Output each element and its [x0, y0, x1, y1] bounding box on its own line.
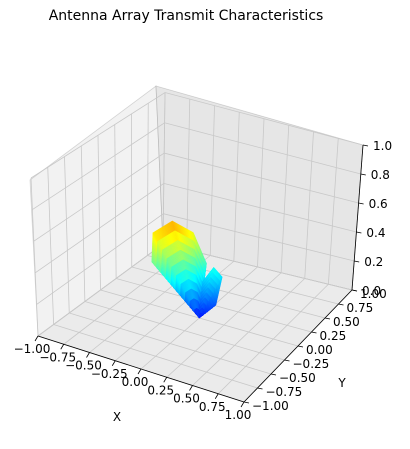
y-tick-label: 0.25 — [320, 329, 347, 343]
backwall-gridline-x — [257, 118, 265, 268]
sidewall-gridline-y — [114, 124, 117, 279]
y-tick-mark — [270, 373, 277, 376]
y-tick-mark — [338, 303, 344, 306]
z-tick-label: 0.8 — [371, 168, 390, 182]
chart-title: Antenna Array Transmit Characteristics — [48, 8, 324, 24]
wall-gridline-z — [33, 152, 359, 242]
wall-gridline-z — [32, 122, 361, 210]
sidewall-gridline-y — [80, 145, 86, 302]
x-tick-label: 1.00 — [225, 408, 252, 422]
x-tick-label: −0.50 — [65, 359, 102, 373]
surface-lobes — [151, 220, 223, 319]
wall-gridline-z — [34, 182, 357, 274]
y-tick-label: −0.50 — [279, 371, 316, 385]
x-tick-mark — [189, 385, 193, 391]
z-tick-label: 0.0 — [362, 284, 381, 298]
z-tick-label: 1.0 — [373, 139, 392, 153]
sidewall-gridline-y — [162, 92, 166, 245]
z-axis-line — [351, 144, 364, 291]
backwall-gridline-x — [304, 131, 314, 279]
x-axis-label: X — [113, 410, 121, 424]
y-tick-label: 0.75 — [347, 301, 374, 315]
y-tick-label: 1.00 — [360, 287, 387, 301]
floor-gridline-y — [53, 324, 258, 389]
x-tick-label: −0.25 — [91, 367, 128, 381]
y-tick-mark — [311, 331, 317, 334]
z-tick-mark — [362, 144, 369, 147]
x-tick-label: 0.75 — [199, 400, 226, 414]
z-tick-mark — [351, 289, 358, 292]
backwall-gridline-x — [280, 125, 290, 273]
x-tick-mark — [111, 360, 116, 366]
wall-gridline-z — [36, 213, 355, 305]
x-tick-label: 0.25 — [147, 383, 174, 397]
z-tick-label: 0.2 — [364, 255, 383, 269]
y-tick-label: 0.50 — [333, 315, 360, 329]
x-tick-mark — [240, 401, 245, 408]
y-tick-mark — [284, 359, 290, 362]
sidewall-gridline-y — [30, 177, 39, 337]
x-tick-mark — [60, 344, 65, 350]
z-tick-mark — [360, 173, 366, 176]
x-tick-label: 0.00 — [122, 375, 149, 389]
x-tick-label: −0.75 — [39, 350, 76, 364]
x-tick-mark — [137, 368, 142, 375]
y-tick-label: 0.00 — [306, 343, 333, 357]
z-tick-label: 0.6 — [369, 197, 388, 211]
sidewall-gridline-y — [47, 167, 55, 325]
x-tick-mark — [34, 335, 39, 342]
x-tick-mark — [163, 377, 168, 383]
y-tick-label: −1.00 — [252, 399, 289, 413]
sidewall-gridline-y — [146, 103, 149, 256]
tick-marks — [34, 144, 369, 408]
floor-gridline-y — [69, 312, 272, 375]
wall-gridline-z — [30, 92, 364, 179]
z-tick-mark — [354, 260, 360, 263]
y-tick-mark — [297, 345, 304, 348]
backwall-gridline-x — [233, 112, 240, 262]
x-tick-label: 0.50 — [173, 392, 200, 406]
y-axis-label: Y — [337, 376, 346, 390]
backwall-gridline-x — [209, 105, 215, 256]
x-tick-mark — [214, 393, 219, 399]
x-tick-mark — [86, 352, 90, 358]
backwall-gridline-x — [186, 99, 191, 250]
y-tick-mark — [324, 317, 331, 320]
z-tick-mark — [356, 231, 362, 234]
z-tick-label: 0.4 — [366, 226, 385, 240]
sidewall-gridline-y — [64, 156, 70, 314]
floor-gridline-y — [84, 301, 285, 361]
y-tick-label: −0.25 — [293, 357, 330, 371]
x-tick-label: −1.00 — [14, 342, 51, 356]
backwall-gridline-x — [327, 138, 339, 285]
y-tick-mark — [243, 401, 250, 404]
y-tick-mark — [257, 387, 263, 390]
z-tick-mark — [358, 202, 364, 205]
sidewall-gridline-y — [97, 135, 101, 291]
y-tick-label: −0.75 — [266, 385, 303, 399]
